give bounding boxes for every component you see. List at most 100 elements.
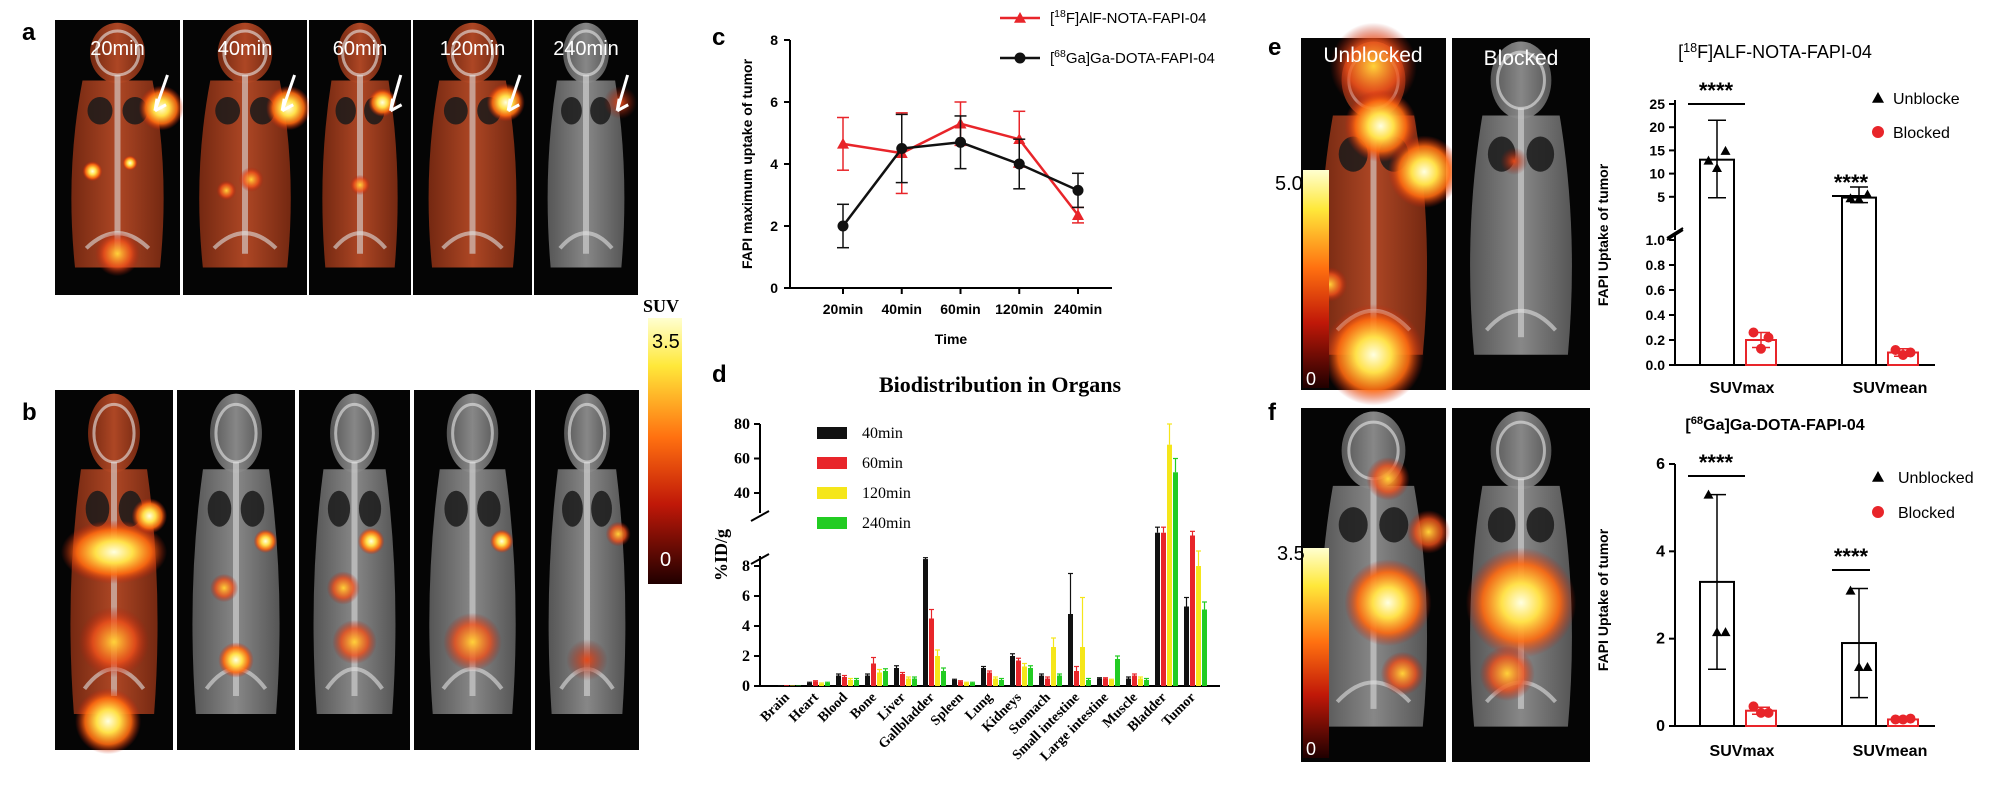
significance-label: **** (1699, 450, 1734, 475)
y-tick-label: 0.8 (1646, 257, 1666, 273)
skull (334, 402, 375, 464)
series-0 (1699, 489, 1877, 728)
skull (94, 29, 141, 77)
lung-right (1526, 136, 1555, 172)
chart-title: Biodistribution in Organs (879, 372, 1122, 397)
bar (819, 683, 824, 686)
y-tick-label: 40 (734, 485, 750, 502)
bar (1057, 675, 1062, 686)
bar (952, 680, 957, 686)
legend-label: [68Ga]Ga-DOTA-FAPI-04 (1050, 48, 1215, 67)
data-point (1748, 701, 1759, 712)
chart-f-blocking-68ga: [68Ga]Ga-DOTA-FAPI-04 0 2 4 6 FAPI Uptake of … (1595, 415, 1974, 760)
colorbar-min: 0 (660, 549, 671, 571)
triangle-marker (1072, 209, 1084, 220)
panel-letter-b: b (22, 399, 37, 426)
lung-right (477, 490, 501, 527)
bar (1841, 196, 1877, 366)
bar (1039, 675, 1044, 686)
circle-marker (896, 143, 908, 154)
lung-left (87, 97, 113, 125)
scan-time-label: 40min (218, 38, 272, 60)
y-tick-label: 25 (1649, 96, 1665, 112)
uptake-spot (1366, 457, 1410, 501)
y-tick-label: 4 (770, 156, 778, 172)
y-tick-label: 4 (1656, 543, 1665, 560)
legend-marker (1014, 52, 1026, 64)
bar (1068, 614, 1073, 686)
legend-label: Unblocked (1898, 470, 1974, 487)
colorbar (648, 318, 682, 584)
panel-letter-a: a (22, 19, 36, 46)
bar (1103, 678, 1108, 686)
colorbar-e-min: 0 (1306, 369, 1316, 389)
uptake-spot (131, 498, 168, 534)
bar (1167, 444, 1172, 686)
colorbar-e (1303, 170, 1329, 388)
significance-label: **** (1699, 78, 1734, 103)
bar (1184, 606, 1189, 686)
uptake-spot (1380, 651, 1425, 696)
skull (451, 402, 494, 464)
legend-label: [18F]AlF-NOTA-FAPI-04 (1050, 8, 1206, 27)
scan-time-label: 20min (90, 38, 144, 60)
bar (999, 680, 1004, 686)
colorbar-title: SUV (643, 296, 679, 316)
triangle-marker (1845, 585, 1856, 595)
panel-letters: a b c d e f (22, 19, 1281, 426)
pelvis (325, 667, 384, 690)
lung-right (1526, 507, 1555, 543)
legend-label: Unblocke (1893, 91, 1960, 108)
bar (970, 683, 975, 686)
y-tick-label: 8 (770, 32, 778, 48)
lung-left (327, 490, 351, 527)
y-tick-label: 1.0 (1646, 232, 1666, 248)
bar (778, 685, 783, 686)
spine (469, 462, 476, 696)
uptake-spot (1330, 22, 1417, 110)
y-tick-label: 0.2 (1646, 332, 1666, 348)
lung-right (591, 490, 612, 527)
lung-left (562, 490, 583, 527)
skull (1496, 420, 1546, 481)
skull (92, 402, 136, 464)
legend-swatch (817, 427, 847, 439)
arrow-head (389, 98, 403, 113)
legend-label: Blocked (1898, 505, 1955, 522)
series-1 (1745, 327, 1919, 366)
circle-marker (1013, 158, 1025, 170)
circle-marker (1072, 184, 1084, 196)
axis-break (750, 510, 770, 565)
triangle-marker (1872, 92, 1884, 103)
y-tick-label: 6 (770, 94, 778, 110)
triangle-marker (1712, 163, 1722, 173)
uptake-spot (349, 174, 371, 196)
chart-title: [18F]ALF-NOTA-FAPI-04 (1678, 41, 1872, 62)
uptake-spot (1344, 559, 1432, 647)
panel-letter-d: d (712, 361, 727, 388)
bar (906, 678, 911, 686)
uptake-spot (332, 619, 377, 665)
legend: Unblocked Blocked (1872, 470, 1974, 522)
bar (987, 672, 992, 686)
pelvis (441, 231, 504, 250)
lung-left (561, 97, 582, 125)
scan-time-label: 120min (440, 38, 506, 60)
legend-marker (1872, 506, 1884, 518)
triangle-marker (1712, 627, 1722, 637)
series-0 (1699, 119, 1877, 366)
y-tick-label: 5 (1657, 189, 1665, 205)
legend-marker (1872, 126, 1884, 138)
panel-letter-c: c (712, 24, 725, 51)
legend-label: 240min (862, 515, 911, 532)
bar (1016, 660, 1021, 686)
arrow-head (615, 98, 629, 113)
y-tick-label: 4 (742, 618, 750, 635)
bar (1196, 566, 1201, 686)
y-axis-label: FAPI Uptake of tumor (1595, 528, 1611, 671)
y-tick-label: 2 (742, 648, 750, 665)
chart-c-tumor-uptake-time: 0 2 4 6 8 20min 40min 60min 120min 240min Time FAPI… (739, 8, 1215, 347)
skull (450, 29, 495, 77)
data-point (1763, 332, 1774, 343)
